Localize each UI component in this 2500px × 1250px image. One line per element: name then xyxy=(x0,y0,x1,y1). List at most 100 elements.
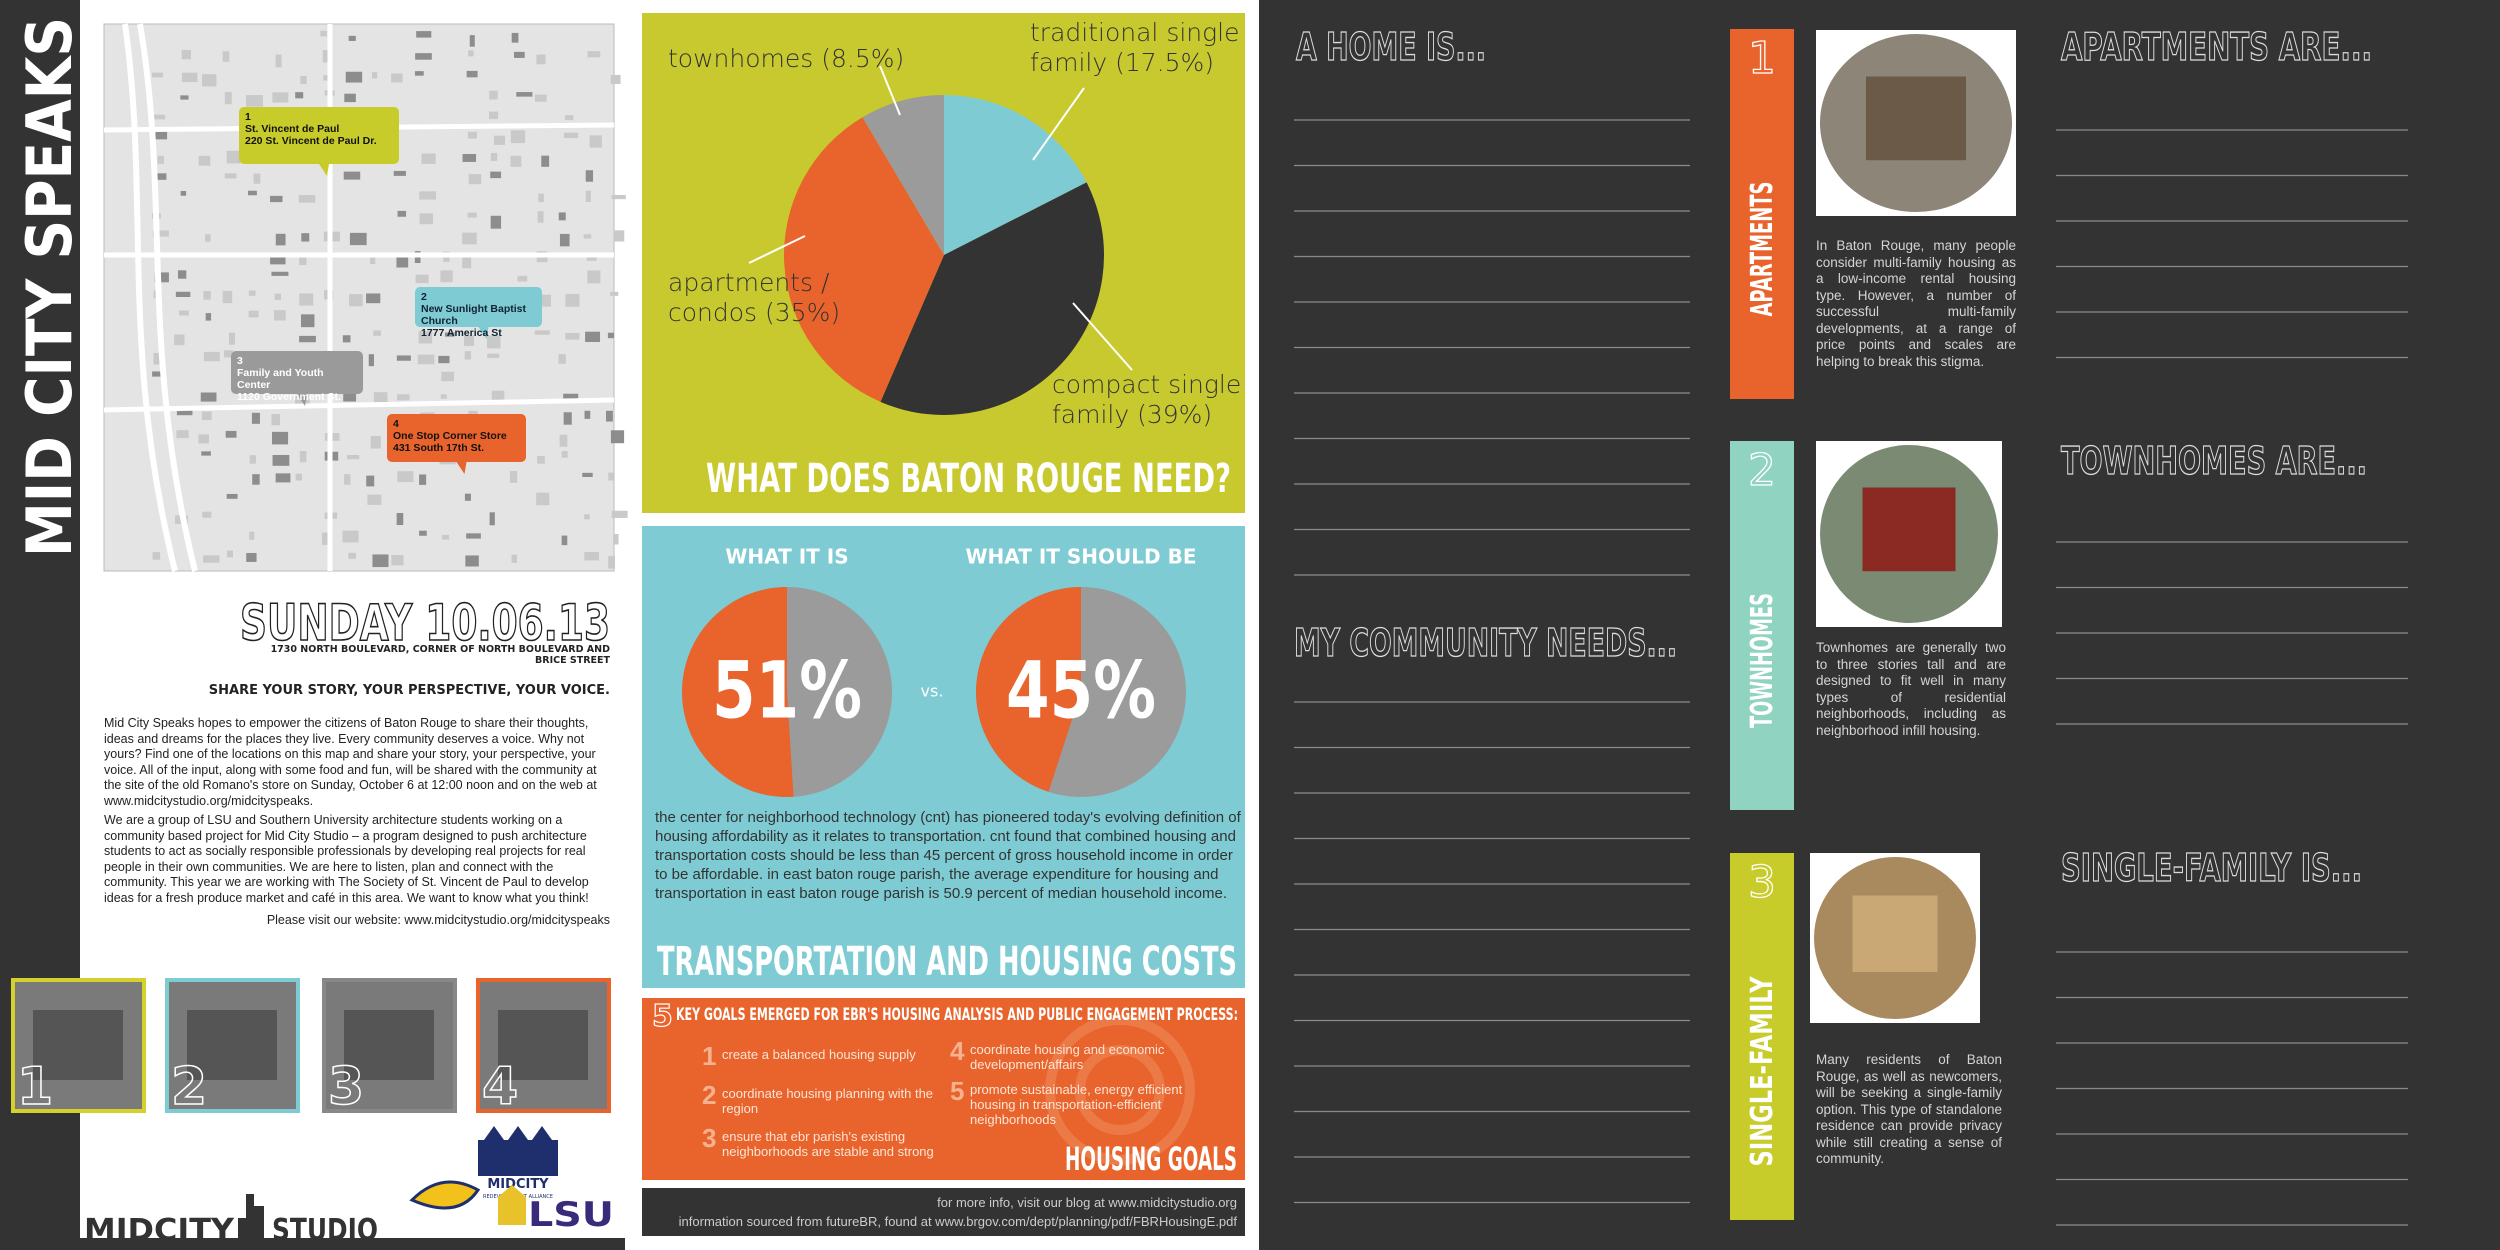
map-building xyxy=(349,232,367,246)
goal-text: coordinate housing and economic developm… xyxy=(970,1042,1165,1072)
map-building xyxy=(181,50,191,60)
map-building xyxy=(558,212,566,221)
callout-name: One Stop Corner Store xyxy=(393,430,507,442)
map-building xyxy=(583,234,592,239)
map-building xyxy=(589,135,602,148)
map-building xyxy=(415,53,432,60)
map-building xyxy=(249,531,255,540)
map-building xyxy=(203,351,220,362)
prompt-heading: APARTMENTS ARE... xyxy=(2061,25,2372,69)
compare-value: 51% xyxy=(712,646,862,736)
leader-lines xyxy=(748,65,1133,371)
map-building xyxy=(565,293,580,307)
map-building xyxy=(419,213,434,225)
map-building xyxy=(396,254,409,268)
map-building xyxy=(370,435,381,449)
map-building xyxy=(275,473,291,483)
map-building xyxy=(462,154,477,162)
map-building xyxy=(536,54,546,65)
lsu-emblem xyxy=(498,1185,526,1225)
ring xyxy=(1075,1045,1165,1135)
map-building xyxy=(441,371,455,382)
map-building xyxy=(490,152,498,161)
map-building xyxy=(344,474,351,485)
callout-pointer xyxy=(297,394,307,406)
map-building xyxy=(610,291,619,296)
paragraph: We are a group of LSU and Southern Unive… xyxy=(104,813,589,905)
map-building xyxy=(180,191,187,196)
map-building xyxy=(469,35,475,47)
compare-heading: WHAT IT SHOULD BE xyxy=(966,545,1197,569)
map-building xyxy=(224,91,232,105)
pie-slice xyxy=(880,182,1104,415)
goals-decoration xyxy=(1045,1015,1195,1165)
callout-address: 431 South 17th St. xyxy=(393,442,485,454)
map-building xyxy=(489,111,499,120)
map-building xyxy=(343,171,361,180)
footer-line: for more info, visit our blog at www.mid… xyxy=(937,1195,1237,1210)
map-building xyxy=(344,93,356,103)
map-building xyxy=(323,75,331,81)
photo-building xyxy=(498,1010,588,1080)
pie-slice xyxy=(862,95,944,255)
photo-building xyxy=(187,1010,277,1080)
map-building xyxy=(366,475,375,487)
map-building xyxy=(252,474,260,485)
map-building xyxy=(465,555,479,567)
map-building xyxy=(270,195,283,203)
map-building xyxy=(201,74,217,87)
map-building xyxy=(295,473,303,481)
callout-address: 220 St. Vincent de Paul Dr. xyxy=(245,135,377,147)
map-building xyxy=(540,294,551,307)
map-building xyxy=(272,92,289,103)
prompt-heading: TOWNHOMES ARE... xyxy=(2061,439,2367,483)
lsu-logo: LSU xyxy=(528,1195,614,1235)
map-building xyxy=(397,471,414,483)
map-building xyxy=(253,173,261,184)
paragraph: Mid City Speaks hopes to empower the cit… xyxy=(104,716,597,808)
map-building xyxy=(153,352,164,365)
map-building xyxy=(226,550,234,558)
map-building xyxy=(299,253,307,266)
cost-body: the center for neighborhood technology (… xyxy=(655,809,1241,902)
comparison: WHAT IT IS 51% WHAT IT SHOULD BE 45% xyxy=(681,545,1197,797)
map-building xyxy=(587,51,601,58)
alliance-roofs xyxy=(484,1126,552,1140)
map-building xyxy=(487,353,500,358)
map-building xyxy=(584,551,599,561)
map-building xyxy=(174,334,185,346)
type-description: Townhomes are generally two to three sto… xyxy=(1816,640,2006,738)
map-building xyxy=(176,430,189,439)
studio-building xyxy=(238,1194,264,1240)
pie-slice xyxy=(944,95,1087,255)
map-building xyxy=(295,92,304,99)
map-building xyxy=(563,132,579,139)
type-number: 2 xyxy=(1748,445,1776,496)
map-building xyxy=(152,552,161,560)
map-building xyxy=(224,173,237,179)
map-building xyxy=(247,190,257,196)
map-building xyxy=(151,72,164,78)
map-building xyxy=(367,494,382,505)
map-building xyxy=(464,351,472,360)
callout-address: 1120 Government St. xyxy=(237,391,341,403)
event-address: 1730 NORTH BOULEVARD, CORNER OF NORTH BO… xyxy=(270,644,610,666)
map-building xyxy=(397,210,407,217)
map-callout: 1 St. Vincent de Paul 220 St. Vincent de P… xyxy=(239,107,399,164)
map-building xyxy=(373,330,381,336)
map-building xyxy=(198,434,209,444)
leader-line xyxy=(879,65,901,116)
event-date: SUNDAY 10.06.13 xyxy=(240,594,610,652)
map-building xyxy=(559,233,570,247)
map-building xyxy=(416,31,432,38)
map-building xyxy=(511,554,518,563)
map-building xyxy=(246,552,257,562)
website: Please visit our website: www.midcitystu… xyxy=(266,913,610,927)
pie-label: traditional single family (17.5%) xyxy=(1030,18,1240,77)
callout-pointer xyxy=(456,462,467,474)
map-building xyxy=(301,233,310,242)
map-building xyxy=(438,355,450,364)
map-building xyxy=(180,95,189,100)
